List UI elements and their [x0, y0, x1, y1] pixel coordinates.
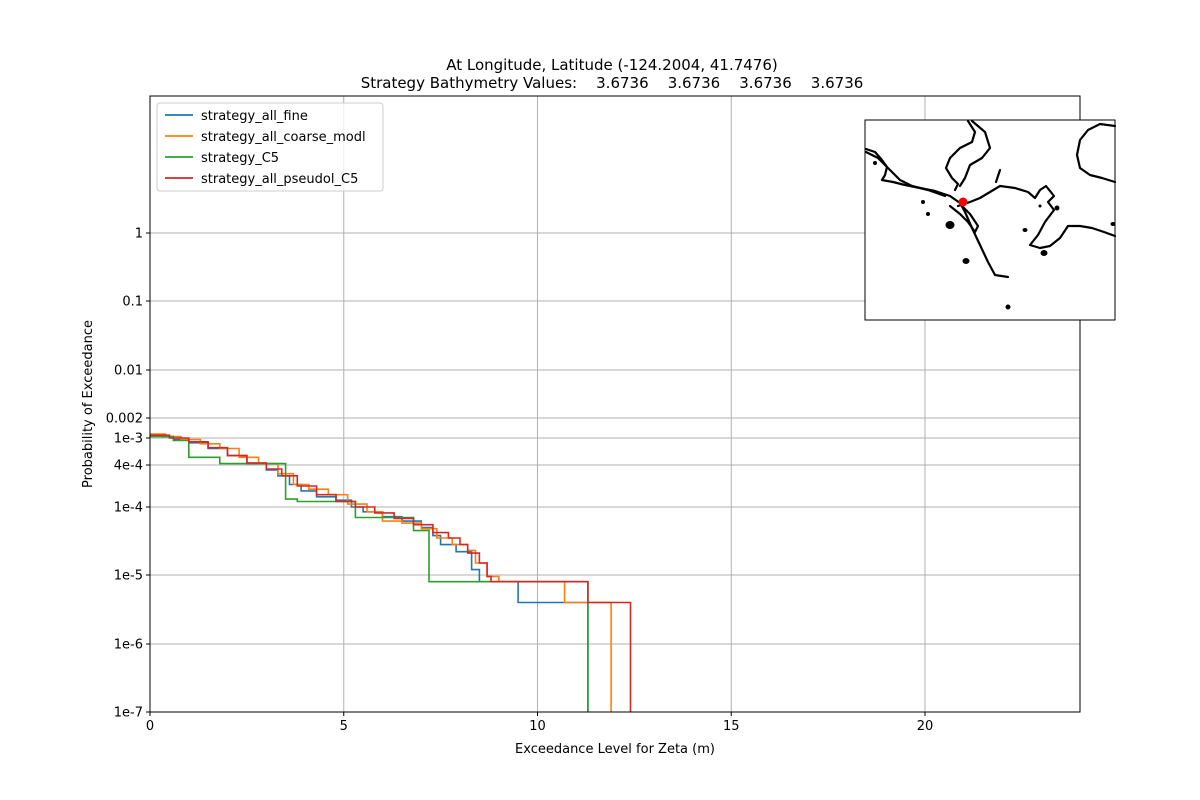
y-axis-label: Probability of Exceedance [81, 320, 96, 488]
y-tick-label: 0.01 [114, 364, 143, 379]
island-4 [1022, 228, 1028, 232]
y-tick-label: 1 [135, 227, 143, 242]
x-tick-label: 10 [529, 719, 546, 734]
island-3 [1005, 304, 1011, 310]
y-tick-label: 1e-6 [114, 638, 143, 653]
inset-map [864, 119, 1117, 321]
inset-map-frame [864, 119, 1116, 321]
coastline-channel-2 [958, 119, 992, 188]
x-tick-label: 20 [917, 719, 934, 734]
island-11 [1038, 204, 1042, 208]
island-7 [1110, 222, 1116, 226]
legend-label: strategy_all_pseudol_C5 [201, 172, 358, 187]
y-axis-ticks: 1 0.1 0.01 0.002 1e-3 4e-4 1e-4 1e-5 1e-6 1e-7 [106, 227, 150, 721]
x-axis-label: Exceedance Level for Zeta (m) [515, 742, 715, 757]
legend-box [156, 102, 384, 192]
y-tick-label: 1e-3 [114, 432, 143, 447]
island-9 [926, 212, 930, 216]
legend-label: strategy_all_fine [201, 109, 308, 124]
chart-title-line1: At Longitude, Latitude (-124.2004, 41.74… [446, 56, 778, 74]
island-8 [921, 200, 925, 204]
coastline-inlet [994, 168, 1002, 184]
series-group [150, 433, 632, 712]
y-tick-label: 0.002 [106, 412, 143, 427]
y-tick-label: 4e-4 [114, 459, 143, 474]
x-tick-label: 5 [340, 719, 348, 734]
legend-items: strategy_all_fine strategy_all_coarse_mod… [165, 109, 366, 187]
y-tick-label: 0.1 [122, 295, 143, 310]
coastline-east-shore [956, 184, 1117, 250]
location-marker [958, 197, 968, 207]
islands [873, 161, 1116, 310]
island-10 [873, 161, 877, 165]
island-2 [962, 258, 970, 264]
island-6 [1054, 205, 1060, 211]
legend: strategy_all_fine strategy_all_coarse_mod… [156, 102, 384, 192]
x-tick-label: 15 [723, 719, 740, 734]
y-tick-label: 1e-5 [114, 569, 143, 584]
plot-frame [149, 95, 1081, 713]
x-tick-label: 0 [146, 719, 154, 734]
island-1 [945, 221, 955, 229]
chart-title-line2: Strategy Bathymetry Values: 3.6736 3.673… [361, 74, 864, 92]
legend-label: strategy_all_coarse_modl [201, 130, 366, 145]
coastline-east-lobe [1075, 122, 1117, 184]
series-line-strategy-all-pseudol-C5 [150, 434, 632, 712]
coastline-river-north-2 [864, 150, 947, 198]
island-5 [1040, 250, 1048, 256]
y-tick-label: 1e-4 [114, 501, 143, 516]
coastline-outline [864, 119, 1117, 279]
y-tick-label: 1e-7 [114, 706, 143, 721]
x-axis-ticks: 0 5 10 15 20 [146, 712, 933, 734]
legend-label: strategy_C5 [201, 151, 279, 166]
series-line-strategy-C5 [150, 435, 589, 712]
coastline-spit [948, 204, 980, 234]
coastline-channel [944, 119, 977, 192]
